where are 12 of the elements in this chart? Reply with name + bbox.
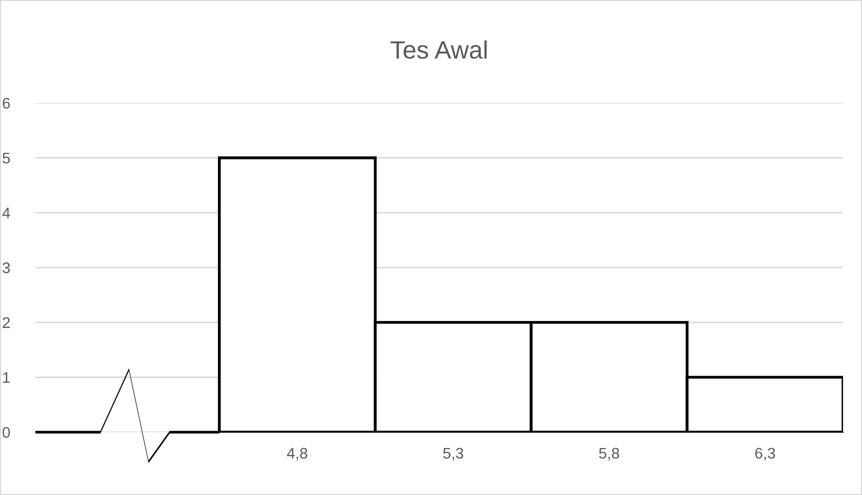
y-tick-label: 3 <box>2 262 10 274</box>
x-tick-label: 4,8 <box>287 448 308 460</box>
x-tick-label: 5,8 <box>599 448 620 460</box>
y-tick-label: 0 <box>2 427 10 438</box>
x-tick-label: 6,3 <box>755 448 776 460</box>
x-tick-label: 5,3 <box>443 448 464 460</box>
y-tick-label: 1 <box>3 372 10 383</box>
y-tick-label: 2 <box>2 317 10 328</box>
y-tick-label: 6 <box>2 98 10 109</box>
y-tick-label: 5 <box>2 152 10 164</box>
chart-title: Tes Awal <box>390 40 487 59</box>
y-tick-label: 4 <box>2 208 10 218</box>
